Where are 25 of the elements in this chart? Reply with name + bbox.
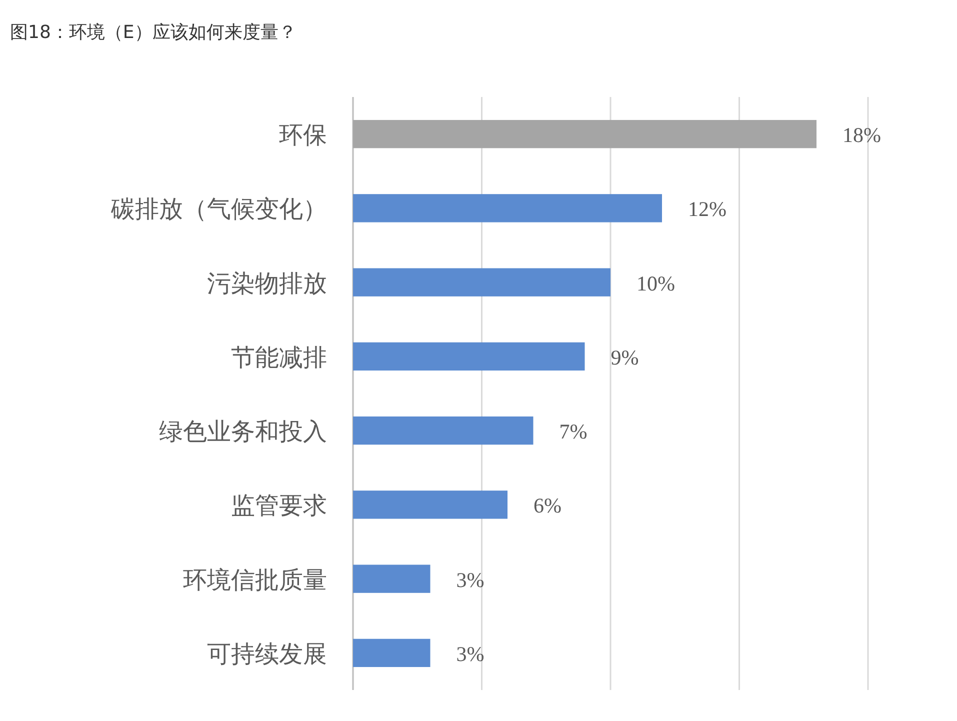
data-label: 7% [559, 420, 588, 444]
y-tick-label: 节能减排 [231, 343, 327, 372]
bar [353, 564, 430, 593]
y-tick-label: 绿色业务和投入 [159, 418, 327, 446]
y-tick-label: 碳排放（气候变化） [110, 195, 327, 224]
bar [353, 120, 816, 148]
y-tick-label: 监管要求 [231, 492, 327, 520]
data-label: 6% [534, 494, 562, 518]
y-tick-label: 污染物排放 [207, 269, 327, 298]
bar [353, 490, 508, 519]
data-label: 3% [456, 568, 484, 592]
data-label: 10% [636, 271, 675, 296]
bar [353, 268, 610, 296]
y-tick-label: 可持续发展 [207, 640, 327, 668]
data-label: 18% [842, 123, 881, 148]
data-label: 12% [688, 197, 726, 222]
text: 图18：环境（E）应该如何来度量？ [10, 22, 296, 43]
bar [353, 638, 430, 668]
bar [353, 194, 662, 222]
y-tick-label: 环境信批质量 [183, 566, 327, 594]
bar [353, 416, 534, 445]
bar [353, 342, 585, 371]
y-tick-label: 环保 [279, 121, 327, 150]
data-label: 9% [610, 345, 639, 370]
data-label: 3% [456, 642, 484, 666]
